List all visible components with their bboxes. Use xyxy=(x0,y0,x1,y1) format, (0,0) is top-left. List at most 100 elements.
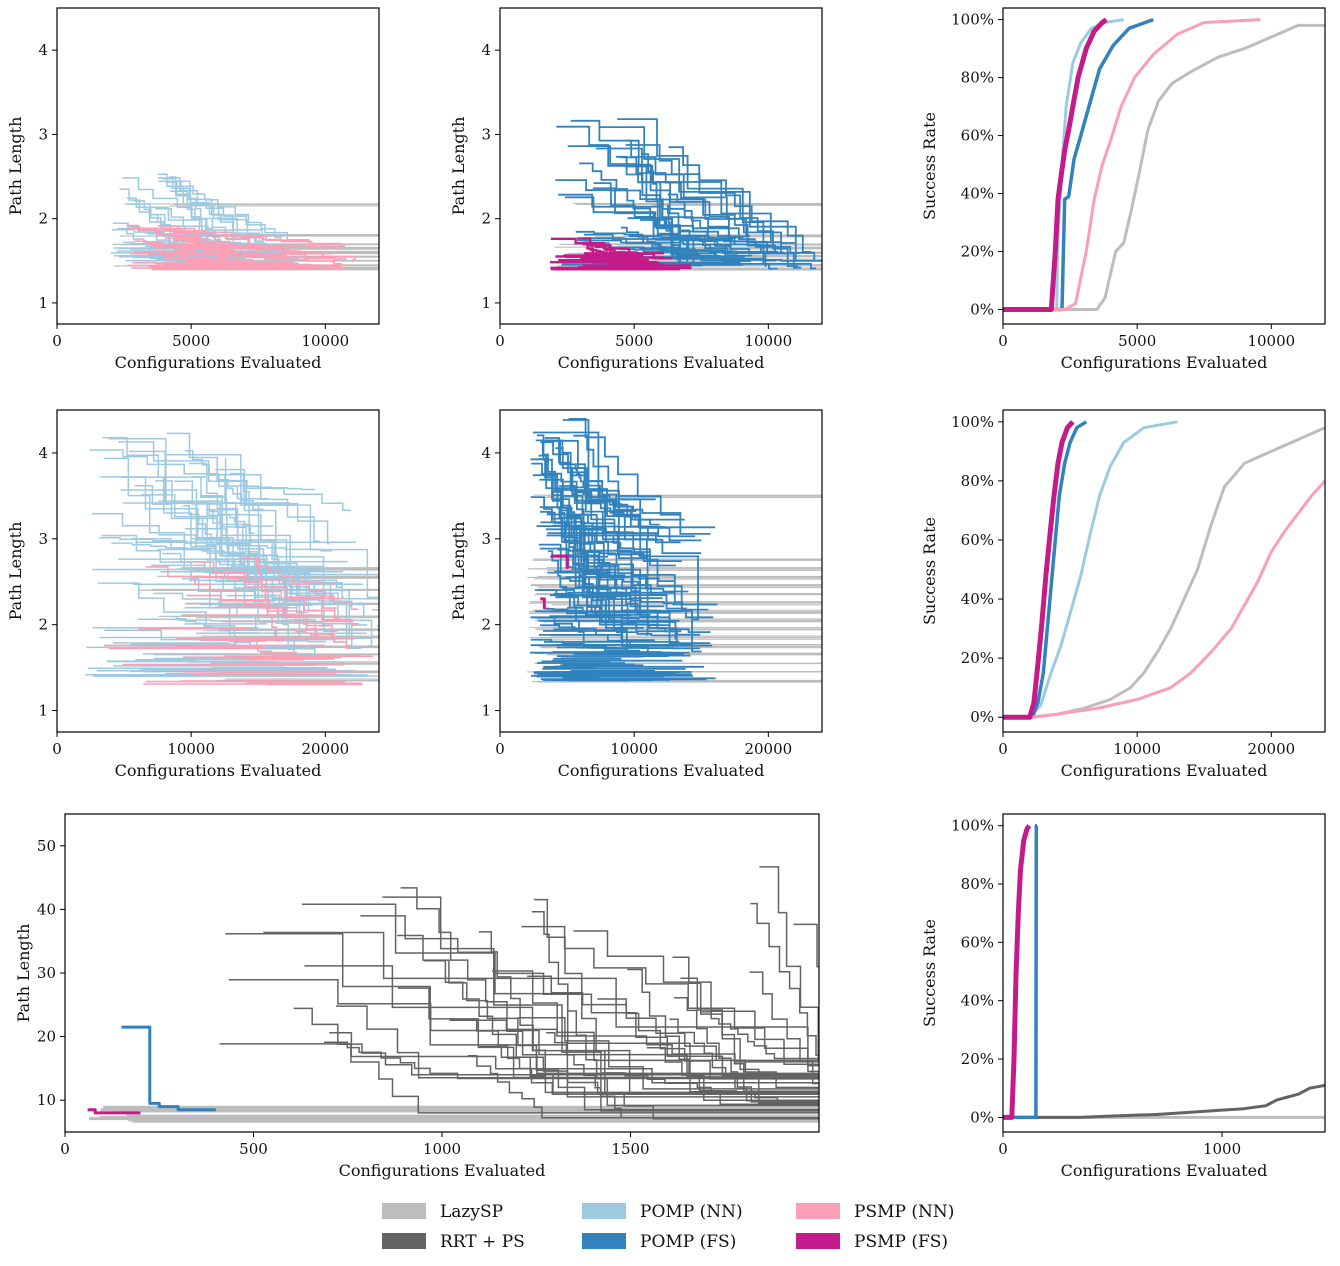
legend-entry-pomp-nn: POMP (NN) xyxy=(582,1202,743,1222)
series-line xyxy=(546,1032,819,1119)
x-tick-label: 5000 xyxy=(172,332,210,350)
y-tick-label: 20% xyxy=(961,649,994,667)
series-line xyxy=(533,898,819,1094)
series-line xyxy=(103,457,259,643)
y-tick-label: 1 xyxy=(38,702,48,720)
x-axis-label: Configurations Evaluated xyxy=(115,761,322,780)
series-line xyxy=(558,193,756,241)
y-tick-label: 4 xyxy=(481,444,491,462)
y-axis-label: Path Length xyxy=(6,117,25,216)
series-psmp-nn xyxy=(103,557,374,686)
series-line xyxy=(536,525,716,529)
series-line xyxy=(186,594,358,626)
series-line xyxy=(157,225,342,265)
x-tick-label: 1000 xyxy=(1203,1140,1241,1158)
series-line xyxy=(165,453,379,599)
axes-frame xyxy=(1002,7,1326,325)
series-line xyxy=(1003,1083,1325,1119)
series-line xyxy=(141,494,373,647)
series-line xyxy=(539,478,607,531)
series-line xyxy=(592,187,698,264)
series-line xyxy=(254,558,285,642)
y-axis-label: Success Rate xyxy=(920,112,939,220)
series-line xyxy=(175,232,241,262)
x-tick-label: 1500 xyxy=(611,1140,649,1158)
y-tick-label: 3 xyxy=(481,530,491,548)
series-line xyxy=(1003,479,1325,719)
y-tick-label: 3 xyxy=(38,530,48,548)
series-rrt-ps xyxy=(219,866,819,1120)
x-tick-label: 1000 xyxy=(423,1140,461,1158)
plot-area xyxy=(1003,823,1325,1120)
series-line xyxy=(571,474,696,538)
series-line xyxy=(573,930,819,1066)
panel-r2c1: 0 10000 20000 1 2 3 4 Configurations Evaluated P… xyxy=(6,409,380,780)
x-tick-label: 20000 xyxy=(1247,740,1295,758)
series-line xyxy=(224,457,239,582)
series-line xyxy=(527,975,819,1089)
axes-frame xyxy=(499,409,823,733)
series-line xyxy=(101,534,319,636)
series-line xyxy=(336,1005,819,1079)
series-line xyxy=(400,887,819,1075)
legend-entry-lazysp: LazySP xyxy=(382,1202,503,1222)
x-tick-label: 0 xyxy=(998,332,1008,350)
series-line xyxy=(544,437,658,541)
series-line xyxy=(573,463,656,501)
series-line xyxy=(580,242,778,270)
series-line xyxy=(108,437,333,640)
legend-swatch xyxy=(382,1203,426,1219)
series-line xyxy=(263,931,819,1073)
x-axis-label: Configurations Evaluated xyxy=(558,761,765,780)
legend-entry-psmp-nn: PSMP (NN) xyxy=(796,1202,954,1222)
axes-frame xyxy=(1002,813,1326,1133)
series-line xyxy=(237,484,316,491)
y-tick-label: 30 xyxy=(37,964,56,982)
y-tick-label: 1 xyxy=(481,702,491,720)
series-line xyxy=(570,119,791,255)
series-line xyxy=(324,1041,819,1080)
x-tick-label: 5000 xyxy=(615,332,653,350)
series-line xyxy=(544,439,685,521)
series-line xyxy=(573,434,639,497)
axes-frame xyxy=(64,813,820,1133)
series-line xyxy=(620,156,802,269)
series-line xyxy=(111,542,279,557)
series-psmp-fs xyxy=(1003,420,1075,720)
series-line xyxy=(700,1011,819,1060)
series-line xyxy=(91,512,303,582)
y-tick-label: 4 xyxy=(38,41,48,59)
series-psmp-fs xyxy=(87,1108,141,1115)
x-tick-label: 10000 xyxy=(1247,332,1295,350)
series-line xyxy=(540,521,684,604)
y-axis-label: Path Length xyxy=(449,522,468,621)
legend: LazySP RRT + PS POMP (NN) POMP (FS) PSMP (NN… xyxy=(382,1202,954,1252)
series-line xyxy=(293,1007,819,1114)
legend-label: POMP (FS) xyxy=(640,1232,736,1252)
panel-r2c3: 0 10000 20000 0% 20% 40% 60% 80% 100% Configurati… xyxy=(920,409,1326,780)
series-line xyxy=(593,182,778,254)
series-line xyxy=(550,237,673,260)
series-line xyxy=(1003,18,1261,311)
panel-r1c1: 0 5000 10000 1 2 3 4 Configurations Evaluated Pa… xyxy=(6,7,380,372)
y-tick-label: 100% xyxy=(951,413,994,431)
series-line xyxy=(680,977,819,1104)
y-tick-label: 60% xyxy=(961,933,994,951)
legend-entry-pomp-fs: POMP (FS) xyxy=(582,1232,736,1252)
x-tick-label: 0 xyxy=(998,740,1008,758)
series-rrt-ps xyxy=(1003,1083,1325,1119)
y-tick-label: 0% xyxy=(970,301,994,319)
series-line xyxy=(674,996,819,1103)
y-tick-label: 1 xyxy=(481,294,491,312)
y-axis-label: Path Length xyxy=(14,924,33,1023)
y-tick-label: 0% xyxy=(970,1108,994,1126)
series-line xyxy=(153,250,269,270)
series-line xyxy=(466,1018,819,1095)
panel-r1c3: 0 5000 10000 0% 20% 40% 60% 80% 100% Configuratio… xyxy=(920,7,1326,372)
series-line xyxy=(571,492,626,577)
series-line xyxy=(1003,420,1075,720)
series-line xyxy=(567,145,750,237)
panel-r2c2: 0 10000 20000 1 2 3 4 Configurations Evaluated P… xyxy=(449,409,823,780)
y-tick-label: 4 xyxy=(481,41,491,59)
